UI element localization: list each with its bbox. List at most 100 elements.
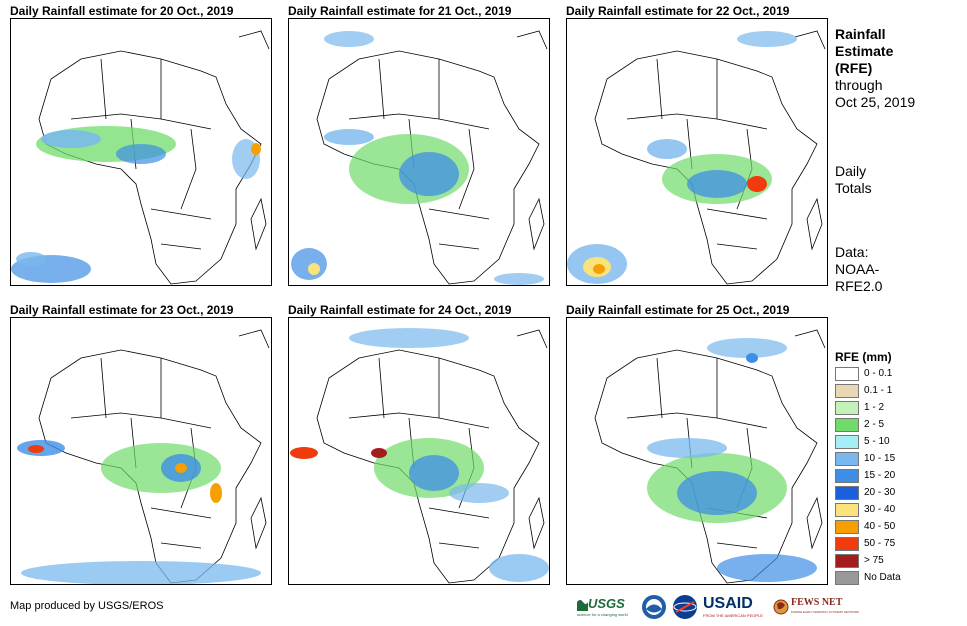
usaid-logo: USAID FROM THE AMERICAN PEOPLE xyxy=(703,594,771,622)
legend-label: 30 - 40 xyxy=(864,504,896,515)
totals-line-2: Totals xyxy=(835,180,872,196)
legend-label: 0 - 0.1 xyxy=(864,368,893,379)
legend-swatch xyxy=(835,486,859,500)
africa-map xyxy=(567,30,826,285)
rain-blobs xyxy=(17,440,261,584)
legend-row: 5 - 10 xyxy=(835,433,955,450)
map-info: Rainfall Estimate (RFE) through Oct 25, … xyxy=(835,26,965,111)
rainfall-panel-25-oct: Daily Rainfall estimate for 25 Oct., 201… xyxy=(566,303,828,585)
legend-swatch xyxy=(835,435,859,449)
legend-row: 40 - 50 xyxy=(835,518,955,535)
panel-title: Daily Rainfall estimate for 24 Oct., 201… xyxy=(288,303,512,317)
usgs-tagline: science for a changing world xyxy=(577,612,628,617)
legend-swatch xyxy=(835,571,859,585)
africa-map xyxy=(594,329,826,584)
legend-title: RFE (mm) xyxy=(835,350,892,364)
legend-row: 0.1 - 1 xyxy=(835,382,955,399)
rainfall-map xyxy=(10,317,272,585)
legend-label: > 75 xyxy=(864,555,884,566)
data-line-3: RFE2.0 xyxy=(835,278,883,294)
legend-label: 40 - 50 xyxy=(864,521,896,532)
legend-swatch xyxy=(835,503,859,517)
title-line-2: Estimate xyxy=(835,43,894,59)
legend-label: 5 - 10 xyxy=(864,436,890,447)
legend-swatch xyxy=(835,418,859,432)
legend-label: 15 - 20 xyxy=(864,470,896,481)
legend-label: 10 - 15 xyxy=(864,453,896,464)
legend-swatch xyxy=(835,452,859,466)
rain-blobs xyxy=(647,338,817,582)
legend-label: 2 - 5 xyxy=(864,419,885,430)
legend-swatch xyxy=(835,367,859,381)
rainfall-panel-20-oct: Daily Rainfall estimate for 20 Oct., 201… xyxy=(10,4,272,286)
through-date: Oct 25, 2019 xyxy=(835,94,916,110)
rain-blobs xyxy=(11,126,261,283)
title-line-1: Rainfall xyxy=(835,26,886,42)
agency-logos: USGS science for a changing world USAID … xyxy=(577,594,859,622)
legend-swatch xyxy=(835,469,859,483)
noaa-logo xyxy=(641,594,669,622)
legend-row: 2 - 5 xyxy=(835,416,955,433)
rainfall-map xyxy=(288,18,550,286)
panel-title: Daily Rainfall estimate for 21 Oct., 201… xyxy=(288,4,512,18)
data-line-2: NOAA- xyxy=(835,261,880,277)
panel-title: Daily Rainfall estimate for 23 Oct., 201… xyxy=(10,303,234,317)
usgs-logo: USGS science for a changing world xyxy=(577,594,637,622)
legend-label: 0.1 - 1 xyxy=(864,385,893,396)
legend-row: > 75 xyxy=(835,552,955,569)
credit-text: Map produced by USGS/EROS xyxy=(10,600,164,612)
fews-net-logo: FEWS NET FAMINE EARLY WARNING SYSTEMS NE… xyxy=(773,594,859,622)
rainfall-panel-22-oct: Daily Rainfall estimate for 22 Oct., 201… xyxy=(566,4,828,286)
legend-label: 50 - 75 xyxy=(864,538,896,549)
nasa-seal-icon xyxy=(673,595,697,619)
noaa-seal-icon xyxy=(642,595,666,619)
legend-label: 1 - 2 xyxy=(864,402,885,413)
legend-row: 0 - 0.1 xyxy=(835,365,955,382)
fews-globe-icon xyxy=(773,599,789,615)
usgs-wave-icon xyxy=(577,600,588,611)
through-label: through xyxy=(835,77,883,93)
usgs-wordmark: USGS xyxy=(588,596,625,611)
panel-title: Daily Rainfall estimate for 20 Oct., 201… xyxy=(10,4,234,18)
africa-map xyxy=(17,329,270,584)
fews-tagline: FAMINE EARLY WARNING SYSTEMS NETWORK xyxy=(791,610,860,614)
data-line-1: Data: xyxy=(835,244,869,260)
legend-row: 1 - 2 xyxy=(835,399,955,416)
legend-swatch xyxy=(835,384,859,398)
title-line-3: (RFE) xyxy=(835,60,873,76)
rainfall-panel-24-oct: Daily Rainfall estimate for 24 Oct., 201… xyxy=(288,303,550,585)
rainfall-map xyxy=(10,18,272,286)
legend-swatch xyxy=(835,401,859,415)
legend-row: 20 - 30 xyxy=(835,484,955,501)
usaid-tagline: FROM THE AMERICAN PEOPLE xyxy=(703,613,763,618)
legend-label: No Data xyxy=(864,572,901,583)
rainfall-panel-23-oct: Daily Rainfall estimate for 23 Oct., 201… xyxy=(10,303,272,585)
rain-blobs xyxy=(290,328,549,582)
panel-title: Daily Rainfall estimate for 22 Oct., 201… xyxy=(566,4,790,18)
rainfall-map xyxy=(566,18,828,286)
legend-row: 10 - 15 xyxy=(835,450,955,467)
legend-row: 15 - 20 xyxy=(835,467,955,484)
rainfall-map xyxy=(566,317,828,585)
data-source: Data: NOAA- RFE2.0 xyxy=(835,244,965,295)
rain-blobs xyxy=(567,31,797,284)
africa-map xyxy=(11,30,270,285)
legend-swatch xyxy=(835,520,859,534)
legend-row: 50 - 75 xyxy=(835,535,955,552)
panel-title: Daily Rainfall estimate for 25 Oct., 201… xyxy=(566,303,790,317)
legend-label: 20 - 30 xyxy=(864,487,896,498)
totals-line-1: Daily xyxy=(835,163,867,179)
africa-map xyxy=(291,30,548,285)
rfe-legend: RFE (mm) 0 - 0.1 0.1 - 1 1 - 2 2 - 5 5 - 10 1… xyxy=(835,349,955,586)
usaid-wordmark: USAID xyxy=(703,595,753,612)
rainfall-map xyxy=(288,317,550,585)
africa-map xyxy=(290,328,549,584)
legend-swatch xyxy=(835,554,859,568)
nasa-logo xyxy=(672,594,700,622)
legend-row: No Data xyxy=(835,569,955,586)
legend-row: 30 - 40 xyxy=(835,501,955,518)
fews-wordmark: FEWS NET xyxy=(791,597,843,608)
totals-info: Daily Totals xyxy=(835,163,965,197)
legend-swatch xyxy=(835,537,859,551)
rain-blobs xyxy=(291,31,544,285)
